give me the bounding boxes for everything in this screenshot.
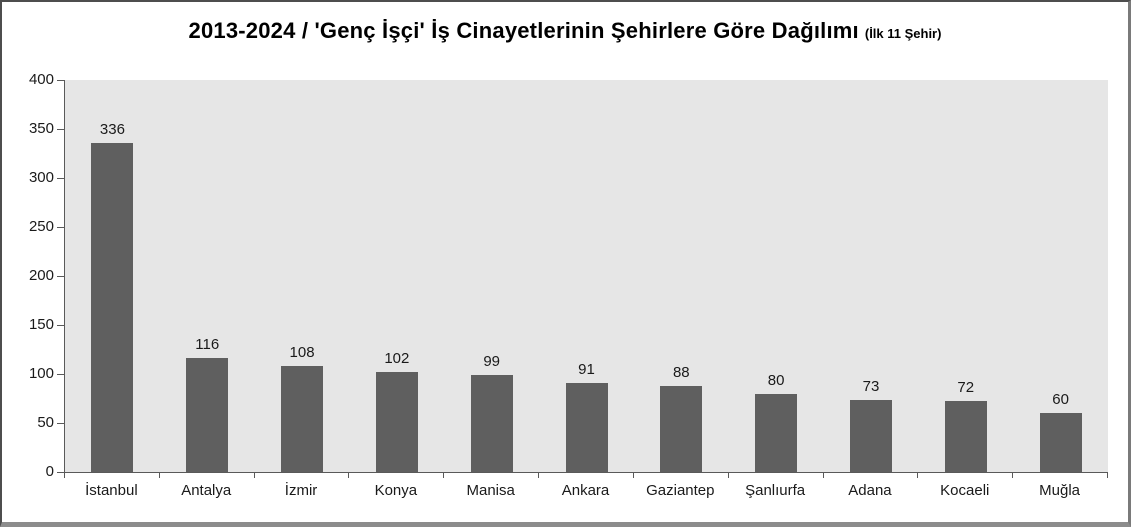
y-axis-tick-label: 350 (28, 120, 54, 137)
y-axis-tick-mark (57, 325, 64, 326)
y-axis-tick-label: 150 (28, 316, 54, 333)
y-axis-tick-mark (57, 276, 64, 277)
bar-i-stanbul (91, 143, 134, 472)
x-axis-tick-mark (538, 473, 539, 478)
y-axis-tick-label: 50 (37, 414, 54, 431)
bar-antalya (186, 358, 229, 472)
y-axis-tick-label: 400 (28, 71, 54, 88)
y-axis-tick-label: 100 (28, 365, 54, 382)
bar-value-label: 108 (289, 344, 315, 361)
bar-ankara (565, 383, 608, 472)
y-axis-tick-mark (57, 129, 64, 130)
x-axis-label-konya: Konya (374, 482, 418, 499)
bar-value-label: 99 (483, 353, 501, 370)
bar-manisa (470, 375, 513, 472)
x-axis-tick-mark (1107, 473, 1108, 478)
x-axis-tick-mark (1012, 473, 1013, 478)
bar-value-label: 336 (99, 121, 125, 138)
plot-area: 336 116 108 102 99 91 88 80 73 72 60 (64, 80, 1108, 473)
y-axis-tick-mark (57, 472, 64, 473)
x-axis-label-kocaeli: Kocaeli (940, 482, 990, 499)
x-axis-label-ankara: Ankara (561, 482, 610, 499)
y-axis-tick-mark (57, 374, 64, 375)
x-axis-tick-mark (443, 473, 444, 478)
chart-subtitle: (İlk 11 Şehir) (864, 26, 942, 41)
x-axis-label-adana: Adana (848, 482, 892, 499)
bar-value-label: 60 (1052, 391, 1069, 408)
x-axis-label-gaziantep: Gaziantep (646, 482, 715, 499)
x-axis-label-antalya: Antalya (181, 482, 232, 499)
bar-value-label: 91 (578, 361, 595, 378)
x-axis-tick-mark (633, 473, 634, 478)
bar-value-label: 116 (195, 336, 220, 353)
y-axis-tick-mark (57, 178, 64, 179)
bar-mu-la (1039, 413, 1082, 472)
bar-value-label: 102 (384, 350, 410, 367)
bar-gaziantep (660, 386, 703, 472)
bar-value-label: 73 (862, 378, 880, 395)
y-axis-tick-label: 0 (45, 463, 54, 480)
y-axis-tick-mark (57, 423, 64, 424)
chart-title: 2013-2024 / 'Genç İşçi' İş Cinayetlerini… (188, 18, 859, 43)
x-axis-label--anl-urfa: Şanlıurfa (745, 482, 806, 499)
bar-konya (375, 372, 418, 472)
x-axis-label-manisa: Manisa (466, 482, 515, 499)
x-axis-label-mu-la: Muğla (1039, 482, 1080, 499)
y-axis-tick-label: 200 (28, 267, 54, 284)
x-axis-tick-mark (159, 473, 160, 478)
x-axis-tick-mark (254, 473, 255, 478)
x-axis-label-i-stanbul: İstanbul (85, 482, 138, 499)
y-axis-tick-label: 300 (28, 169, 54, 186)
x-axis-tick-mark (64, 473, 65, 478)
y-axis-tick-label: 250 (28, 218, 54, 235)
y-axis-tick-mark (57, 227, 64, 228)
y-axis-tick-mark (57, 80, 64, 81)
bar-i-zmir (281, 366, 324, 472)
bar-value-label: 72 (957, 379, 975, 396)
bar-adana (849, 400, 892, 472)
x-axis-label-i-zmir: İzmir (284, 482, 318, 499)
bar-kocaeli (944, 401, 987, 472)
bar-value-label: 88 (672, 364, 690, 381)
bar-value-label: 80 (767, 372, 785, 389)
x-axis-tick-mark (348, 473, 349, 478)
x-axis-tick-mark (823, 473, 824, 478)
bar--anl-urfa (755, 394, 798, 472)
x-axis-tick-mark (728, 473, 729, 478)
x-axis-tick-mark (917, 473, 918, 478)
chart-title-row: 2013-2024 / 'Genç İşçi' İş Cinayetlerini… (2, 18, 1128, 44)
